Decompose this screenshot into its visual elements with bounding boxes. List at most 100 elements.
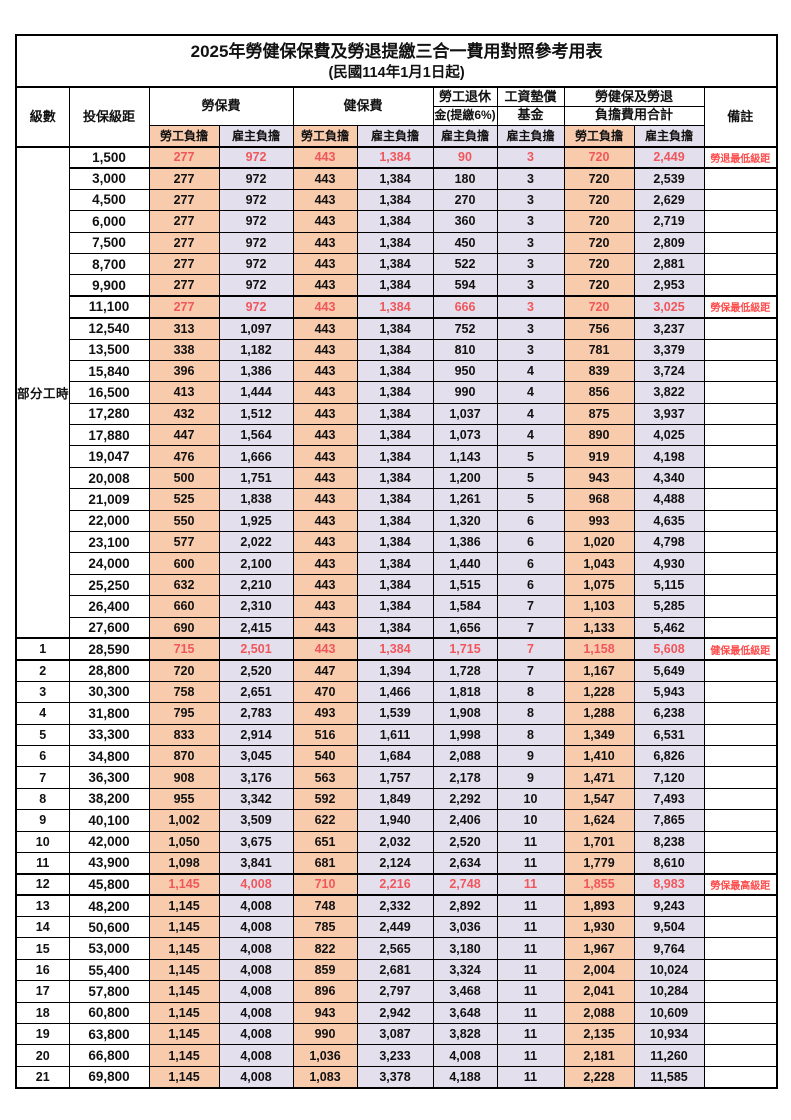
cell-salary-bracket: 55,400 [68,958,150,982]
cell-salary-bracket: 21,009 [68,488,150,511]
table-row: 18 60,800 1,145 4,008 943 2,942 3,648 11 2,088 10… [15,1001,778,1025]
table-row: 12 45,800 1,145 4,008 710 2,216 2,748 11 1,855 8,… [15,872,778,897]
cell-wage-fund-employer: 4 [496,359,565,383]
cell-remark [703,595,778,618]
cell-labor-employer: 3,342 [218,787,294,811]
cell-total-employer: 4,798 [633,531,705,554]
cell-labor-employee: 720 [148,659,220,682]
cell-pension-employer: 1,818 [432,680,498,704]
table-row: 8,700 277 972 443 1,384 522 3 720 2,881 [16,252,778,276]
cell-health-employer: 1,384 [356,531,434,554]
cell-total-employee: 2,135 [563,1023,635,1046]
table-row: 27,600 690 2,415 443 1,384 1,656 7 1,133 5,462 [16,616,778,639]
table-row: 21 69,800 1,145 4,008 1,083 3,378 4,188 11 2,228… [15,1065,778,1089]
table-row: 12,540 313 1,097 443 1,384 752 3 756 3,237 [16,317,778,340]
table-row: 7,500 277 972 443 1,384 450 3 720 2,809 [16,231,778,254]
cell-health-employee: 443 [292,509,358,533]
cell-salary-bracket: 33,300 [68,723,150,746]
cell-remark [703,188,778,212]
cell-remark [703,1001,778,1025]
cell-total-employer: 4,488 [633,488,705,511]
cell-wage-fund-employer: 8 [496,723,565,746]
cell-total-employer: 6,531 [633,723,705,746]
cell-total-employer: 8,983 [633,872,705,897]
cell-total-employee: 1,471 [563,766,635,789]
cell-health-employer: 3,087 [356,1023,434,1046]
cell-level: 5 [15,723,70,746]
table-row: 2 28,800 720 2,520 447 1,394 1,728 7 1,167 5,649 [15,659,778,682]
cell-health-employee: 443 [292,252,358,276]
cell-health-employer: 1,940 [356,809,434,832]
cell-health-employer: 2,332 [356,894,434,918]
cell-health-employee: 443 [292,637,358,661]
cell-total-employee: 2,004 [563,958,635,982]
col-header-remark: 備註 [703,86,778,147]
cell-total-employer: 10,934 [633,1023,705,1046]
cell-health-employee: 443 [292,381,358,404]
cell-pension-employer: 666 [432,295,498,319]
cell-remark: 勞保最高級距 [703,872,778,897]
cell-health-employer: 2,032 [356,830,434,853]
cell-salary-bracket: 40,100 [68,809,150,832]
cell-total-employer: 6,238 [633,702,705,725]
cell-health-employer: 1,384 [356,573,434,597]
cell-pension-employer: 810 [432,338,498,361]
cell-labor-employer: 3,509 [218,809,294,832]
cell-health-employee: 859 [292,958,358,982]
cell-health-employer: 3,378 [356,1065,434,1089]
cell-total-employee: 1,043 [563,552,635,575]
page-subtitle: (民國114年1月1日起) [328,64,465,81]
cell-total-employee: 720 [563,188,635,212]
cell-total-employee: 1,893 [563,894,635,918]
cell-pension-employer: 2,634 [432,851,498,875]
cell-wage-fund-employer: 3 [496,295,565,319]
cell-remark [703,252,778,276]
cell-wage-fund-employer: 3 [496,167,565,190]
cell-wage-fund-employer: 7 [496,595,565,618]
cell-health-employee: 443 [292,145,358,169]
cell-pension-employer: 1,320 [432,509,498,533]
cell-total-employer: 4,930 [633,552,705,575]
cell-remark: 健保最低級距 [703,637,778,661]
table-row: 15 53,000 1,145 4,008 822 2,565 3,180 11 1,967 9,… [15,937,778,960]
cell-health-employee: 493 [292,702,358,725]
cell-labor-employee: 1,145 [148,1044,220,1067]
cell-labor-employer: 3,841 [218,851,294,875]
cell-health-employer: 1,384 [356,167,434,190]
cell-total-employer: 2,719 [633,210,705,233]
cell-wage-fund-employer: 6 [496,509,565,533]
cell-labor-employer: 972 [218,252,294,276]
cell-total-employee: 890 [563,424,635,447]
cell-health-employee: 822 [292,937,358,960]
col-header-level: 級數 [15,86,70,147]
table-row: 17,280 432 1,512 443 1,384 1,037 4 875 3,937 [16,402,778,426]
cell-remark [703,381,778,404]
table-row: 24,000 600 2,100 443 1,384 1,440 6 1,043 4,930 [16,552,778,575]
cell-labor-employer: 4,008 [218,980,294,1003]
col-header-pension-line1: 勞工退休 [432,86,498,107]
cell-pension-employer: 1,584 [432,595,498,618]
cell-labor-employee: 1,098 [148,851,220,875]
cell-wage-fund-employer: 11 [496,872,565,897]
cell-pension-employer: 3,324 [432,958,498,982]
cell-total-employee: 1,410 [563,744,635,768]
cell-total-employee: 720 [563,210,635,233]
cell-level: 16 [15,958,70,982]
cell-level: 13 [15,894,70,918]
cell-wage-fund-employer: 6 [496,531,565,554]
cell-wage-fund-employer: 3 [496,317,565,340]
cell-labor-employee: 577 [148,531,220,554]
premium-reference-table: 2025年勞健保保費及勞退提繳三合一費用對照參考用表 (民國114年1月1日起)… [15,34,779,1089]
cell-salary-bracket: 1,500 [68,145,150,169]
cell-labor-employee: 447 [148,424,220,447]
cell-health-employer: 2,797 [356,980,434,1003]
cell-wage-fund-employer: 8 [496,702,565,725]
cell-health-employee: 443 [292,445,358,468]
table-row: 16 55,400 1,145 4,008 859 2,681 3,324 11 2,004 10… [15,958,778,982]
cell-wage-fund-employer: 11 [496,980,565,1003]
cell-health-employee: 443 [292,488,358,511]
cell-pension-employer: 950 [432,359,498,383]
cell-remark [703,830,778,853]
cell-health-employee: 443 [292,424,358,447]
cell-labor-employer: 4,008 [218,1023,294,1046]
